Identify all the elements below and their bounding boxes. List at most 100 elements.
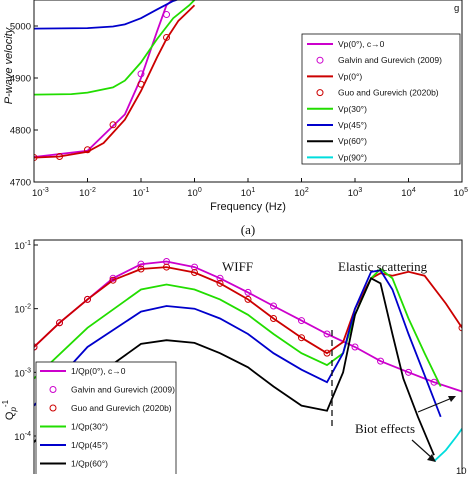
panel-b-marker-1-1 <box>56 319 64 327</box>
panel-a-x-tick-label-2: 10-1 <box>133 187 150 199</box>
panel-b-marker-0-12 <box>351 343 359 351</box>
panel-b-plot-area <box>34 258 462 462</box>
panel-b-marker-0-7 <box>216 274 224 282</box>
panel-a-marker-0-0 <box>137 70 145 78</box>
panel-b-marker-0-3 <box>109 274 117 282</box>
panel-b: 10-1 10-2 10-3 10-4 Qp-1 WIFF Elastic scatte… <box>1 239 467 479</box>
panel-b-marker-1-12 <box>458 324 462 332</box>
panel-a-series-line-1 <box>34 4 196 159</box>
panel-a-x-tick-label-8: 105 <box>454 187 469 199</box>
panel-b-annotation-2: Biot effects <box>355 421 415 436</box>
panel-b-partial-tick-label: 10 <box>456 466 467 474</box>
biot-arrow-lower <box>411 439 433 459</box>
panel-a-x-axis-label: Frequency (Hz) <box>210 201 286 213</box>
panel-b-annotation-0: WIFF <box>222 259 253 274</box>
panel-b-marker-1-8 <box>244 295 252 303</box>
panel-b-legend: 1/Qp(0°), c→0 Galvin and Gurevich (2009) G… <box>35 361 177 479</box>
panel-b-series-line-5 <box>433 428 462 462</box>
panel-b-annotation-1: Elastic scattering <box>338 259 428 274</box>
panel-b-annotations: WIFF Elastic scattering Biot effects <box>222 259 456 462</box>
panel-b-marker-0-10 <box>298 317 305 325</box>
panel-b-marker-0-8 <box>244 288 252 296</box>
panel-a-legend-label-1: Galvin and Gurevich (2009) <box>338 55 442 65</box>
panel-b-y-tick-label-1: 10-2 <box>14 304 31 316</box>
panel-a-legend-label-0: Vp(0°), c→0 <box>338 39 385 49</box>
panel-a-x-tick-label-5: 102 <box>294 187 309 199</box>
panel-b-marker-0-6 <box>191 263 198 271</box>
biot-arrow-upper <box>417 397 453 413</box>
panel-b-marker-0-14 <box>405 368 412 376</box>
panel-b-marker-0-13 <box>377 357 385 365</box>
panel-a-legend-label-6: Vp(60°) <box>338 136 367 146</box>
panel-a-series-line-3 <box>34 0 180 30</box>
panel-a-x-ticks: 10-3 10-2 10-1 100 101 102 103 104 105 <box>32 178 468 199</box>
panel-a-legend-label-2: Vp(0°) <box>338 71 362 81</box>
panel-a-legend-swatch-3 <box>316 89 324 97</box>
panel-b-marker-1-0 <box>34 343 38 351</box>
panel-b-marker-1-7 <box>216 279 224 287</box>
panel-b-series-line-2 <box>34 267 442 387</box>
panel-b-axes-frame <box>33 239 463 479</box>
panel-a-marker-1-4 <box>137 80 145 88</box>
panel-a-y-tick-label-3: 5000 <box>10 22 31 33</box>
panel-a-marker-1-5 <box>163 33 171 41</box>
panel-b-marker-1-2 <box>84 295 91 303</box>
panel-a-legend-label-4: Vp(30°) <box>338 104 367 114</box>
panel-b-legend-label-1: Galvin and Gurevich (2009) <box>71 385 175 395</box>
panel-a-legend-label-5: Vp(45°) <box>338 120 367 130</box>
panel-b-marker-0-15 <box>430 378 438 386</box>
panel-b-legend-label-0: 1/Qp(0°), c→0 <box>71 366 126 376</box>
panel-b-marker-0-11 <box>323 330 331 338</box>
panel-b-y-tick-label-3: 10-4 <box>14 431 31 443</box>
panel-b-marker-1-5 <box>163 263 171 271</box>
panel-a-label: (a) <box>241 222 255 237</box>
panel-b-marker-1-6 <box>191 268 198 276</box>
panel-b-marker-0-9 <box>270 302 278 310</box>
panel-b-marker-1-4 <box>137 265 145 273</box>
panel-b-legend-swatch-1 <box>49 386 57 393</box>
panel-a-marker-0-1 <box>163 11 171 19</box>
panel-b-legend-label-5: 1/Qp(60°) <box>71 459 108 469</box>
panel-a-series-line-0 <box>34 0 174 158</box>
panel-b-y-tick-label-2: 10-3 <box>14 367 31 379</box>
panel-a-legend-box <box>301 33 461 165</box>
panel-b-series-line-0 <box>34 260 462 393</box>
panel-a-marker-1-3 <box>109 121 117 129</box>
panel-a-y-tick-label-0: 4700 <box>10 178 31 189</box>
panel-a-legend: Vp(0°), c→0 Galvin and Gurevich (2009) Vp(… <box>301 33 461 165</box>
panel-b-series-line-1 <box>34 266 462 355</box>
panel-a-marker-1-1 <box>56 153 64 161</box>
panel-a-y-axis-label: P-wave velocity <box>3 26 15 104</box>
panel-b-y-ticks: 10-1 10-2 10-3 10-4 <box>14 240 38 443</box>
panel-a-x-tick-label-3: 100 <box>187 187 202 199</box>
panel-b-marker-0-4 <box>137 260 145 268</box>
panel-b-legend-label-4: 1/Qp(45°) <box>71 440 108 450</box>
panel-b-legend-label-3: 1/Qp(30°) <box>71 422 108 432</box>
panel-b-series-line-4 <box>34 277 435 456</box>
panel-a: 10-3 10-2 10-1 100 101 102 103 104 105 470048004… <box>3 0 468 237</box>
panel-b-marker-1-3 <box>109 276 117 284</box>
panel-b-legend-label-2: Guo and Gurevich (2020b) <box>71 403 172 413</box>
panel-b-series-line-3 <box>34 269 442 418</box>
panel-a-marker-1-2 <box>84 146 91 154</box>
panel-a-legend-label-3: Guo and Gurevich (2020b) <box>338 88 439 98</box>
panel-a-series-line-2 <box>34 0 196 96</box>
panel-b-y-tick-label-0: 10-1 <box>14 240 31 252</box>
panel-a-y-ticks: 4700 4800 4900 5000 <box>10 22 38 189</box>
panel-a-legend-label-7: Vp(90°) <box>338 152 367 162</box>
panel-a-y-tick-label-1: 4800 <box>10 126 31 137</box>
panel-a-y-tick-label-2: 4900 <box>10 74 31 85</box>
panel-a-clipped-text: g <box>454 3 459 14</box>
panel-a-x-tick-label-6: 103 <box>348 187 363 199</box>
panel-b-marker-1-11 <box>323 349 331 357</box>
biot-arrowhead-lower <box>427 454 436 462</box>
panel-b-y-axis-label: Qp-1 <box>1 399 18 420</box>
panel-b-marker-1-10 <box>298 334 305 342</box>
panel-a-x-tick-label-4: 101 <box>241 187 256 199</box>
biot-arrowhead-upper <box>448 396 456 402</box>
panel-b-marker-1-9 <box>270 315 278 323</box>
panel-a-x-tick-label-7: 104 <box>401 187 416 199</box>
panel-a-x-tick-label-0: 10-3 <box>32 187 49 199</box>
panel-b-legend-box <box>35 361 177 479</box>
